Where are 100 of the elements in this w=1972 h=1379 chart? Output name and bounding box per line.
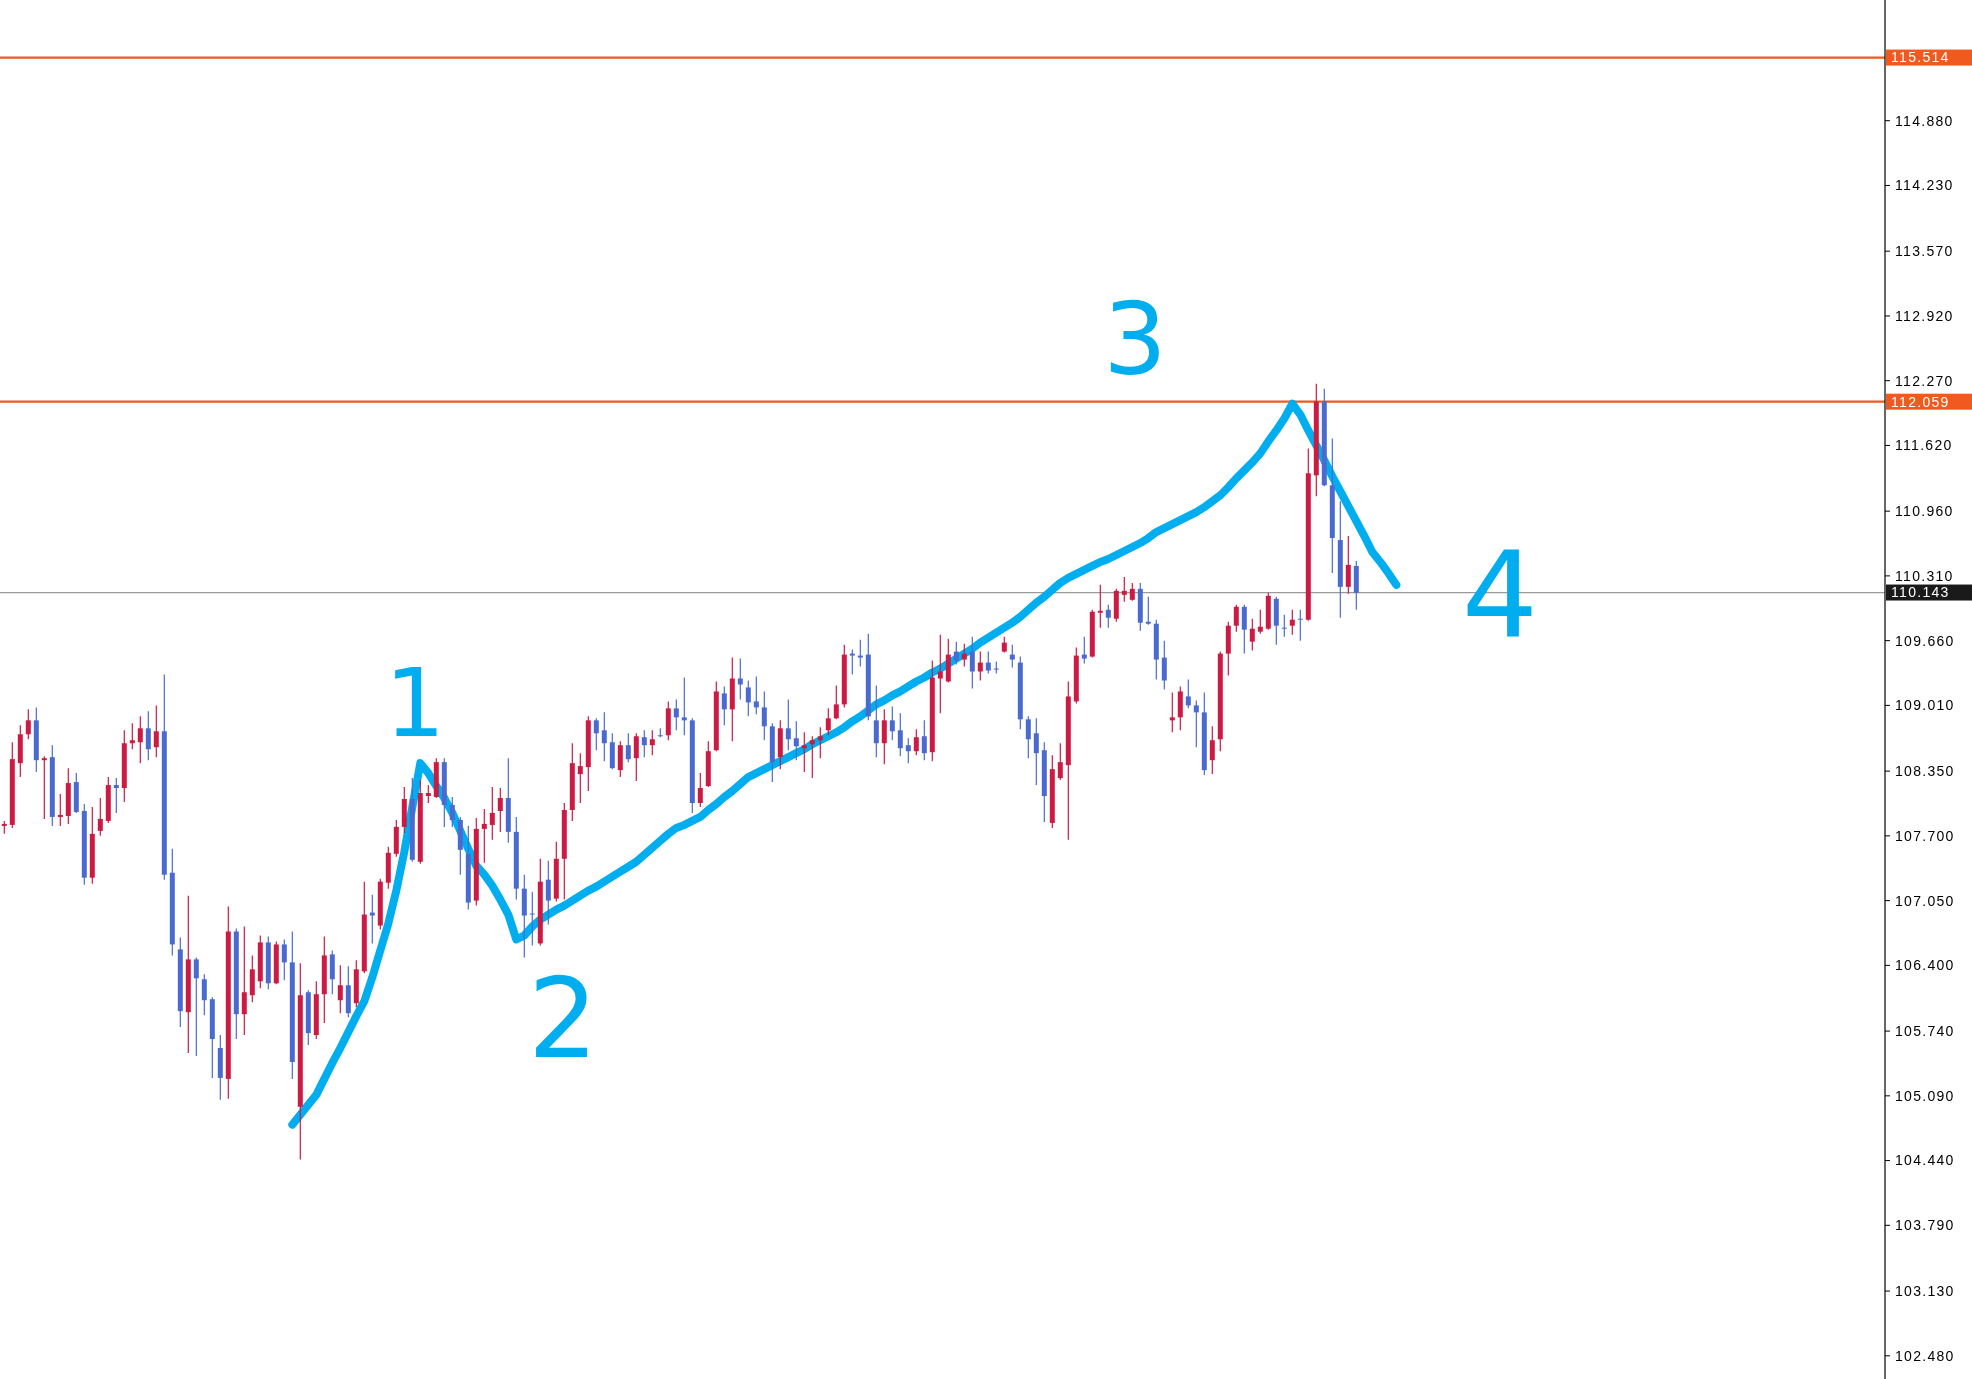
y-tick-label: 114.230	[1895, 177, 1954, 194]
candlestick	[1209, 725, 1215, 775]
y-tick-label: 113.570	[1895, 243, 1954, 260]
candlestick	[969, 636, 975, 690]
y-tick-label: 105.090	[1895, 1087, 1955, 1104]
candlestick	[57, 793, 63, 827]
candlestick	[153, 704, 159, 758]
y-tick-label: 107.050	[1895, 892, 1955, 909]
y-tick-label: 105.740	[1895, 1022, 1955, 1039]
candlestick	[1057, 742, 1063, 781]
candlestick	[721, 685, 727, 726]
annotation: 2	[528, 955, 598, 1084]
candlestick	[633, 732, 639, 782]
y-tick-label: 104.440	[1895, 1152, 1955, 1169]
candlestick	[649, 729, 655, 756]
candlestick	[241, 925, 247, 1036]
y-tick-label: 107.700	[1895, 827, 1955, 844]
y-tick-label: 111.620	[1895, 437, 1953, 454]
candlestick	[1081, 636, 1087, 665]
text: 4	[1461, 525, 1539, 665]
candlestick	[953, 641, 959, 666]
y-tick-label: 103.130	[1895, 1282, 1955, 1299]
candlestick	[145, 710, 151, 761]
candlestick	[1257, 609, 1263, 635]
candlestick	[1121, 576, 1127, 603]
candlestick	[833, 684, 839, 720]
candlestick	[25, 708, 31, 740]
candlestick	[817, 726, 823, 759]
candlestick	[873, 684, 879, 758]
candlestick	[97, 797, 103, 837]
candlestick	[497, 787, 503, 833]
candlestick	[897, 712, 903, 757]
candlestick	[793, 720, 799, 761]
candlestick	[1193, 699, 1199, 748]
candlestick	[337, 964, 343, 1014]
candlestick	[737, 657, 743, 701]
candlestick	[881, 708, 887, 765]
candlestick	[281, 938, 287, 981]
candlestick	[785, 698, 791, 751]
candlestick	[961, 643, 967, 668]
candlestick	[697, 772, 703, 808]
y-tick-label: 108.350	[1895, 763, 1955, 780]
candlestick	[913, 728, 919, 756]
candlestick	[593, 717, 599, 751]
ref-line-label: 110.143	[1891, 584, 1950, 601]
annotation: 1	[384, 647, 446, 758]
candlestick	[601, 711, 607, 762]
candlestick	[849, 649, 855, 676]
candlestick	[857, 639, 863, 668]
candlestick	[489, 786, 495, 841]
y-tick-label: 102.480	[1895, 1347, 1955, 1364]
candlestick	[1161, 640, 1167, 691]
candlestick	[481, 808, 487, 864]
candlestick	[577, 752, 583, 804]
candlestick	[129, 722, 135, 750]
annotation: 3	[1103, 280, 1167, 398]
candlestick	[985, 651, 991, 675]
y-tick-label: 110.310	[1895, 567, 1954, 584]
ref-line-label: 112.059	[1891, 393, 1950, 410]
candlestick	[753, 675, 759, 715]
candlestick	[825, 707, 831, 736]
candlestick	[625, 732, 631, 763]
y-tick-label: 112.920	[1895, 307, 1954, 324]
candlestick	[193, 956, 199, 1057]
candlestick	[137, 715, 143, 764]
candlestick	[449, 796, 455, 828]
candlestick	[1249, 618, 1255, 652]
candlestick	[1233, 604, 1239, 633]
candlestick	[1185, 678, 1191, 709]
candlestick	[1281, 614, 1287, 638]
candlestick	[529, 891, 535, 947]
candlestick	[545, 860, 551, 926]
candlestick	[889, 705, 895, 741]
y-tick-label: 109.660	[1895, 632, 1955, 649]
candlestick	[809, 735, 815, 779]
candlestick	[921, 719, 927, 761]
y-tick-label: 106.400	[1895, 957, 1955, 974]
candlestick	[681, 676, 687, 736]
y-tick-label: 103.790	[1895, 1217, 1955, 1234]
y-tick-label: 110.960	[1895, 503, 1954, 520]
candlestick	[905, 737, 911, 764]
candlestick	[761, 690, 767, 741]
candlestick	[1025, 715, 1031, 759]
candlestick	[41, 755, 47, 820]
candlestick	[201, 973, 207, 1016]
candlestick	[801, 731, 807, 773]
candlestick	[673, 698, 679, 731]
candlestick	[1009, 644, 1015, 669]
candlestick	[369, 894, 375, 945]
y-tick-label: 112.270	[1895, 372, 1954, 389]
candlestick	[1097, 584, 1103, 629]
candlestick	[1345, 535, 1351, 595]
candlestick	[641, 729, 647, 758]
candlestick	[1297, 609, 1303, 642]
y-tick-label: 114.880	[1895, 112, 1954, 129]
candlestick	[1145, 596, 1151, 626]
candlestick	[1241, 604, 1247, 655]
candlestick	[977, 651, 983, 682]
candlestick	[1169, 691, 1175, 733]
ref-line-label: 115.514	[1891, 49, 1950, 66]
